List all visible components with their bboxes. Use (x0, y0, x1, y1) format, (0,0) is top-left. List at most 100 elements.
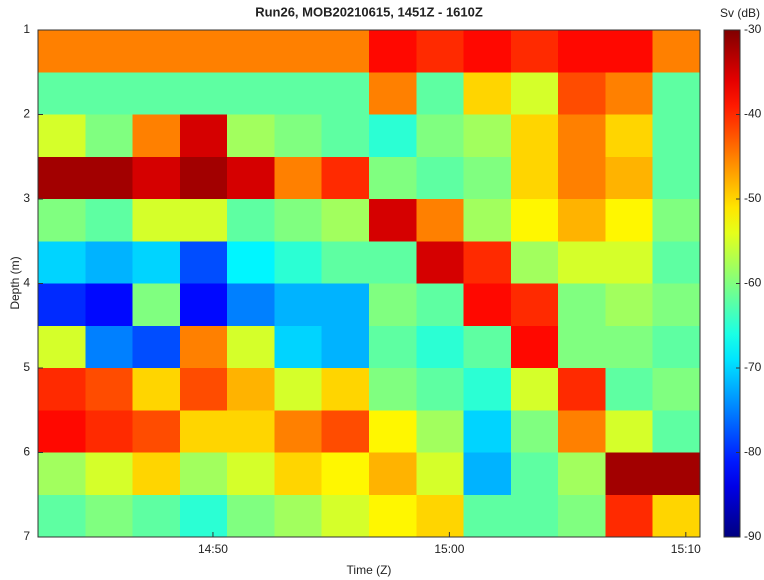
heatmap-cell (416, 30, 465, 73)
heatmap-cell (38, 452, 86, 496)
colorbar-tick-label: -30 (744, 22, 762, 36)
heatmap-cell (274, 368, 323, 411)
heatmap-cell (463, 283, 512, 327)
heatmap-cell (132, 156, 181, 200)
heatmap-cell (510, 156, 559, 200)
heatmap-cell (227, 72, 275, 115)
heatmap-cell (510, 114, 559, 158)
heatmap-cell (321, 114, 370, 158)
y-tick-label: 2 (23, 107, 30, 121)
heatmap-cell (179, 241, 228, 284)
heatmap-cell (369, 283, 417, 327)
heatmap-cell (558, 452, 606, 496)
heatmap-cell (558, 72, 606, 115)
heatmap-cell (179, 283, 228, 327)
heatmap-cell (416, 410, 465, 453)
heatmap-cell (369, 410, 417, 453)
y-tick-label: 1 (23, 22, 30, 36)
heatmap-cell (369, 30, 417, 73)
x-axis-label: Time (Z) (347, 563, 392, 577)
heatmap-cell (652, 30, 701, 73)
heatmap-cell (179, 199, 228, 242)
heatmap-cell (85, 325, 134, 369)
heatmap-cell (85, 156, 134, 200)
heatmap-cell (510, 368, 559, 411)
heatmap-cell (132, 410, 181, 453)
heatmap-cell (558, 283, 606, 327)
heatmap-cell (463, 410, 512, 453)
y-tick-label: 7 (23, 529, 30, 543)
heatmap-cell (227, 325, 275, 369)
heatmap-cell (463, 199, 512, 242)
heatmap-cell (132, 494, 181, 538)
heatmap-cell (605, 156, 654, 200)
heatmap-cell (38, 368, 86, 411)
heatmap-cell (463, 72, 512, 115)
heatmap-cell (85, 30, 134, 73)
heatmap-cell (321, 283, 370, 327)
heatmap-cell (510, 452, 559, 496)
heatmap-cell (179, 325, 228, 369)
heatmap-cell (369, 156, 417, 200)
heatmap-cell (227, 114, 275, 158)
y-tick-label: 3 (23, 191, 30, 205)
heatmap-cell (652, 283, 701, 327)
heatmap-cell (463, 114, 512, 158)
y-tick-label: 5 (23, 360, 30, 374)
heatmap-cell (227, 410, 275, 453)
heatmap-cell (179, 30, 228, 73)
heatmap-cell (179, 494, 228, 538)
heatmap-cell (605, 30, 654, 73)
heatmap-cell (227, 156, 275, 200)
heatmap-cell (416, 241, 465, 284)
chart-title: Run26, MOB20210615, 1451Z - 1610Z (255, 4, 483, 19)
heatmap-cell (132, 368, 181, 411)
heatmap-cell (558, 325, 606, 369)
heatmap-cell (227, 283, 275, 327)
heatmap-cell (132, 199, 181, 242)
heatmap-cell (132, 452, 181, 496)
heatmap-cell (510, 30, 559, 73)
heatmap-cell (227, 241, 275, 284)
heatmap-cell (321, 241, 370, 284)
heatmap-cell (85, 452, 134, 496)
colorbar-tick-label: -90 (744, 529, 762, 543)
heatmap-cell (321, 410, 370, 453)
heatmap-cell (321, 368, 370, 411)
heatmap-cell (321, 30, 370, 73)
heatmap-cell (416, 325, 465, 369)
heatmap-cell (605, 199, 654, 242)
heatmap-cell (558, 241, 606, 284)
heatmap-cell (227, 494, 275, 538)
heatmap-cell (463, 156, 512, 200)
colorbar-tick-label: -60 (744, 276, 762, 290)
heatmap-cell (463, 325, 512, 369)
heatmap-cell (558, 114, 606, 158)
heatmap-cell (652, 156, 701, 200)
heatmap-cell (274, 30, 323, 73)
heatmap-cell (132, 30, 181, 73)
heatmap-cell (179, 156, 228, 200)
heatmap-cell (605, 325, 654, 369)
heatmap-cell (38, 199, 86, 242)
heatmap-cell (369, 452, 417, 496)
colorbar-tick-label: -80 (744, 445, 762, 459)
heatmap-cell (274, 114, 323, 158)
colorbar-label: Sv (dB) (720, 6, 760, 20)
y-tick-label: 4 (23, 276, 30, 290)
heatmap-cell (510, 325, 559, 369)
heatmap-cell (605, 494, 654, 538)
heatmap-cell (132, 72, 181, 115)
heatmap-cell (510, 72, 559, 115)
heatmap-cell (652, 452, 701, 496)
heatmap-cell (274, 241, 323, 284)
heatmap-cell (132, 114, 181, 158)
heatmap-cell (463, 241, 512, 284)
heatmap-cell (227, 452, 275, 496)
heatmap-cell (369, 114, 417, 158)
heatmap-cell (85, 494, 134, 538)
heatmap-cell (227, 30, 275, 73)
heatmap-cell (321, 199, 370, 242)
heatmap-cell (132, 283, 181, 327)
heatmap-cell (558, 30, 606, 73)
